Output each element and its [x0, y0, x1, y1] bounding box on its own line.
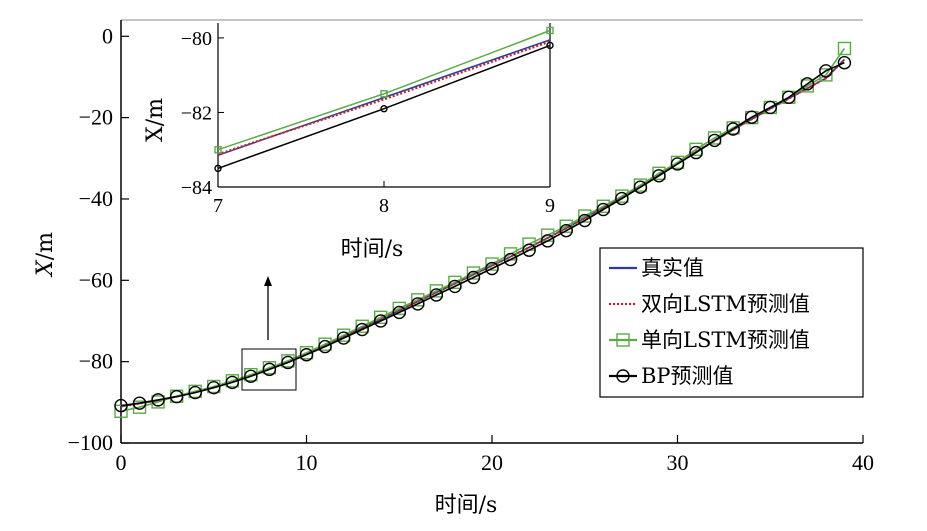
legend-swatch-marker — [616, 333, 630, 347]
series-2-point — [214, 146, 222, 154]
y-axis-title-symbol: X — [33, 259, 58, 278]
zoom-arrow-head — [264, 276, 272, 286]
legend-box — [599, 247, 864, 398]
inset-x-tick-label: 9 — [545, 195, 555, 217]
y-tick-label: −60 — [79, 267, 113, 292]
series-2-point — [559, 219, 573, 233]
series-3-point — [596, 202, 610, 217]
series-2-point — [546, 26, 554, 35]
series-3-point — [281, 355, 295, 370]
series-3-point — [380, 105, 388, 113]
y-axis-title: X/m — [33, 232, 58, 278]
x-tick-label: 20 — [481, 450, 503, 475]
y-tick-label: 0 — [102, 23, 113, 48]
inset-x-tick-label: 7 — [213, 195, 223, 217]
x-tick-label: 0 — [116, 450, 127, 475]
series-3-point — [318, 339, 332, 354]
series-3-point — [782, 90, 796, 104]
inset-y-tick-label: −80 — [181, 28, 212, 50]
zoom-region-box — [241, 348, 297, 391]
x-tick-label: 10 — [296, 450, 318, 475]
series-3-point — [411, 297, 425, 311]
series-line-3 — [217, 44, 551, 170]
x-axis-title: 时间/s — [435, 493, 498, 518]
x-tick-label: 40 — [852, 450, 874, 475]
series-2-point — [392, 301, 406, 316]
series-3-point — [188, 385, 202, 400]
series-2-point — [448, 275, 462, 290]
series-3-point — [522, 243, 536, 257]
y-tick-label: −100 — [68, 430, 113, 455]
y-tick-label: −80 — [79, 349, 113, 374]
main-ticks: 0 10 20 30 40 0 −20 −40 −60 −80 −100 — [68, 23, 874, 475]
series-3-point — [114, 398, 128, 413]
series-2-point — [837, 41, 852, 56]
inset-series — [214, 26, 554, 173]
series-3-point — [745, 110, 759, 124]
series-3-point — [336, 331, 351, 345]
legend-label: BP预测值 — [641, 364, 734, 388]
series-3-point — [207, 380, 221, 395]
series-3-point — [800, 77, 815, 91]
series-3-point — [546, 41, 554, 50]
series-3-point — [132, 396, 147, 410]
inset-chart: 7 8 9 −80 −82 −84 时间/s X/m — [143, 23, 555, 262]
series-3-point — [466, 270, 481, 285]
y-axis-title-unit: /m — [33, 232, 58, 260]
y-tick-label: −40 — [79, 186, 113, 211]
series-3-point — [429, 288, 444, 302]
legend-label: 双向LSTM预测值 — [641, 292, 810, 316]
series-3-point — [819, 64, 833, 78]
series-3-point — [225, 375, 240, 390]
series-3-point — [448, 279, 462, 294]
series-2-point — [429, 284, 444, 298]
series-3-point — [374, 314, 388, 328]
series-3-point — [355, 322, 369, 337]
series-3-point — [726, 122, 740, 136]
legend-label: 真实值 — [641, 256, 704, 280]
series-3-point — [151, 393, 165, 407]
inset-x-tick-label: 8 — [379, 195, 389, 217]
legend-label: 单向LSTM预测值 — [641, 328, 810, 352]
inset-ticks: 7 8 9 −80 −82 −84 — [181, 28, 555, 217]
series-3-point — [707, 133, 722, 148]
series-2-point — [374, 310, 388, 325]
legend-swatch-marker — [616, 369, 630, 383]
series-3-point — [578, 213, 592, 228]
series-2-point — [411, 293, 425, 307]
series-2-point — [485, 257, 499, 271]
series-3-point — [670, 157, 685, 171]
series-3-point — [633, 180, 648, 194]
series-3-point — [244, 369, 258, 383]
series-3-point — [837, 56, 852, 70]
inset-y-axis-title: X/m — [143, 98, 168, 142]
series-3-point — [559, 223, 573, 238]
x-tick-label: 30 — [667, 450, 689, 475]
series-2-point — [380, 90, 388, 98]
series-3-point — [652, 169, 666, 183]
y-tick-label: −20 — [79, 105, 113, 130]
series-3-point — [540, 234, 555, 248]
inset-y-tick-label: −82 — [181, 102, 212, 124]
series-3-point — [299, 348, 314, 362]
series-2-point — [466, 266, 481, 280]
series-3-point — [262, 362, 277, 377]
inset-x-axis-title: 时间/s — [341, 237, 404, 262]
series-3-point — [615, 191, 629, 206]
inset-y-tick-label: −84 — [181, 177, 212, 199]
series-3-point — [214, 164, 222, 173]
series-2-point — [132, 400, 147, 414]
series-3-point — [503, 252, 518, 267]
series-3-point — [763, 100, 777, 115]
inset-plot-area — [218, 23, 550, 187]
series-3-point — [485, 261, 499, 276]
series-3-point — [689, 145, 703, 160]
series-line-2 — [217, 29, 551, 151]
series-3-point — [169, 389, 184, 404]
series-3-point — [392, 305, 406, 320]
